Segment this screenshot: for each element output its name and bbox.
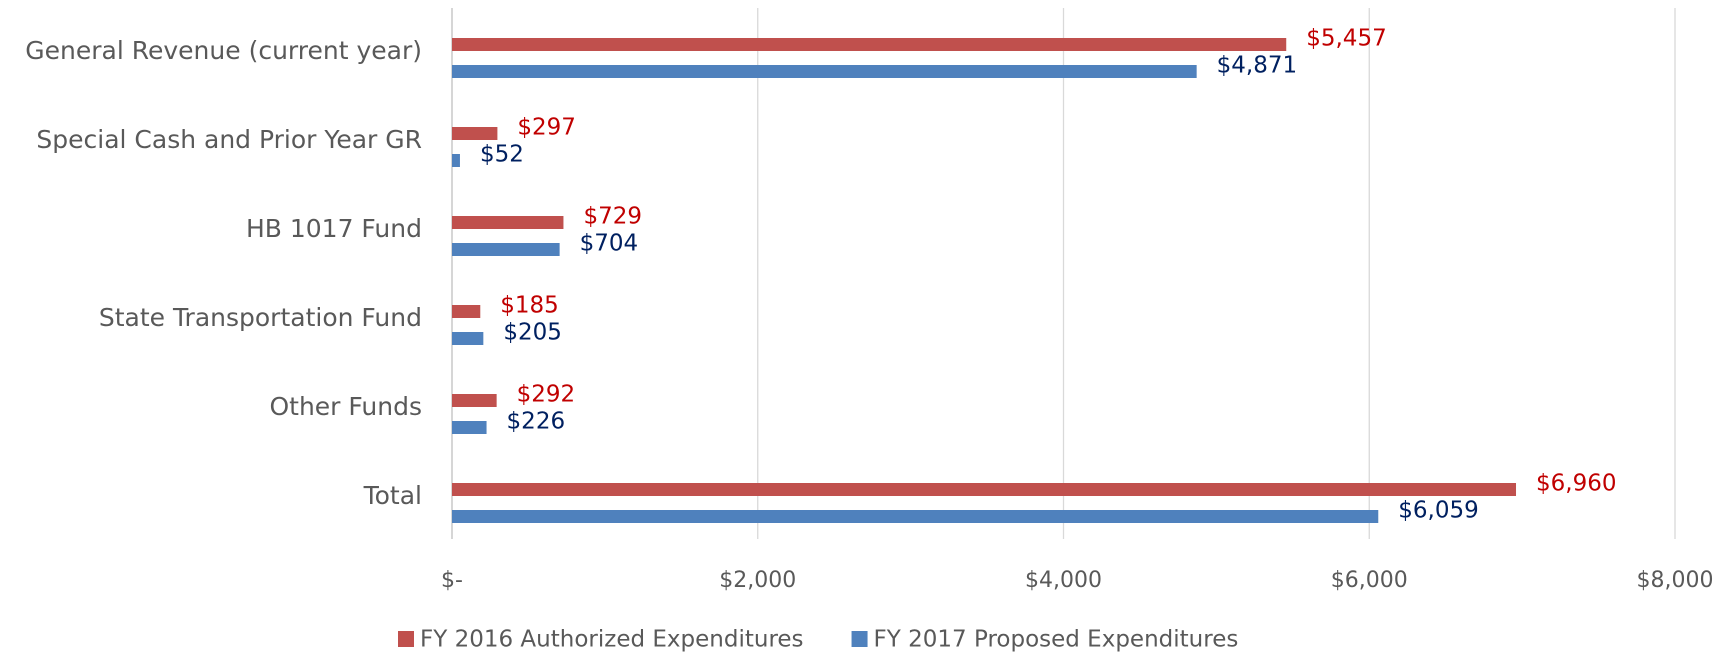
bar bbox=[452, 394, 497, 407]
value-label: $52 bbox=[480, 142, 524, 168]
x-tick-label: $4,000 bbox=[1025, 568, 1102, 593]
bar bbox=[452, 154, 460, 167]
bar bbox=[452, 421, 487, 434]
category-label: Special Cash and Prior Year GR bbox=[36, 125, 422, 154]
category-label: State Transportation Fund bbox=[99, 303, 422, 332]
legend-swatch bbox=[851, 631, 868, 647]
bar bbox=[452, 305, 481, 318]
value-label: $185 bbox=[500, 293, 559, 319]
bar bbox=[452, 38, 1287, 51]
value-label: $6,960 bbox=[1536, 471, 1616, 497]
legend-label: FY 2016 Authorized Expenditures bbox=[420, 627, 804, 653]
category-label: HB 1017 Fund bbox=[246, 214, 422, 243]
value-label: $205 bbox=[503, 320, 562, 346]
category-label: General Revenue (current year) bbox=[25, 36, 422, 65]
bar bbox=[452, 243, 560, 256]
x-tick-label: $2,000 bbox=[719, 568, 796, 593]
value-label: $6,059 bbox=[1398, 498, 1478, 524]
category-label: Total bbox=[363, 481, 422, 510]
bar bbox=[452, 483, 1517, 496]
bar bbox=[452, 216, 564, 229]
value-label: $297 bbox=[517, 115, 576, 141]
x-tick-label: $8,000 bbox=[1637, 568, 1714, 593]
value-label: $704 bbox=[580, 231, 639, 257]
value-label: $729 bbox=[583, 204, 642, 230]
x-tick-label: $6,000 bbox=[1331, 568, 1408, 593]
bar bbox=[452, 65, 1197, 78]
bar bbox=[452, 127, 498, 140]
value-label: $292 bbox=[517, 382, 576, 408]
category-label: Other Funds bbox=[269, 392, 422, 421]
legend-label: FY 2017 Proposed Expenditures bbox=[874, 627, 1239, 653]
value-label: $226 bbox=[507, 409, 566, 435]
legend-swatch bbox=[398, 631, 414, 647]
bar bbox=[452, 510, 1379, 523]
bar bbox=[452, 332, 484, 345]
value-label: $5,457 bbox=[1306, 26, 1386, 52]
x-tick-label: $- bbox=[441, 568, 463, 593]
value-label: $4,871 bbox=[1217, 53, 1297, 79]
